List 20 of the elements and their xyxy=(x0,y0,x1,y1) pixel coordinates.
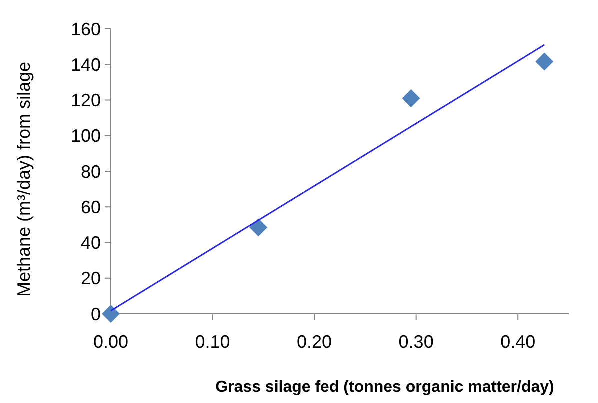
point xyxy=(536,52,554,71)
y-tick-label: 20 xyxy=(80,268,101,289)
y-tick-label: 160 xyxy=(70,19,101,40)
x-tick-label: 0.20 xyxy=(297,332,332,352)
x-tick-label: 0.10 xyxy=(195,332,230,352)
y-tick-label: 140 xyxy=(70,54,101,75)
y-tick-label: 40 xyxy=(80,233,101,254)
y-tick-label: 120 xyxy=(70,90,101,111)
y-tick-label: 0 xyxy=(90,304,101,324)
point xyxy=(402,89,420,108)
point xyxy=(250,218,268,237)
y-tick-label: 60 xyxy=(80,197,101,218)
y-tick-label: 100 xyxy=(70,126,101,146)
x-axis-title: Grass silage fed (tonnes organic matter/day) xyxy=(216,379,554,396)
y-axis-title: Methane (m³/day) from silage xyxy=(14,62,34,298)
point xyxy=(102,305,120,323)
x-tick-label: 0.40 xyxy=(500,332,536,352)
x-tick-label: 0.30 xyxy=(398,332,434,352)
x-tick-label: 0.00 xyxy=(93,332,129,352)
y-tick-label: 80 xyxy=(80,162,101,182)
